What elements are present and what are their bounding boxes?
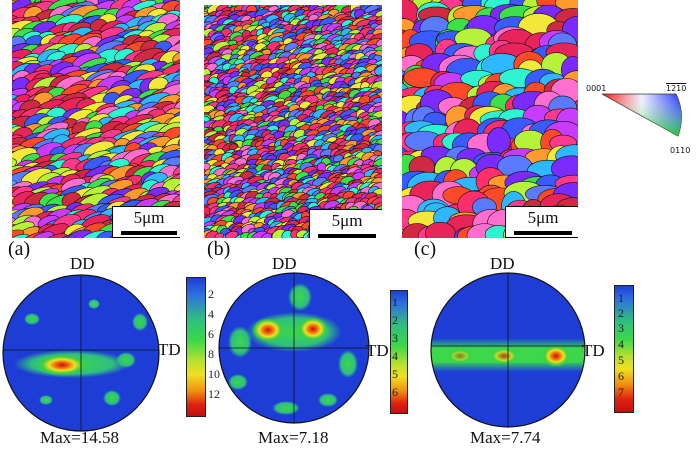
cb-c-tick: 3	[618, 321, 624, 335]
cb-a-tick: 10	[208, 367, 220, 381]
panel-letter-a: (a)	[8, 238, 31, 260]
panel-letter-b: (b)	[207, 238, 231, 260]
scale-label-b: 5μm	[331, 211, 363, 230]
cb-c-tick: 6	[618, 369, 624, 383]
ebsd-map-b: 5μm	[204, 5, 382, 238]
grain	[178, 7, 180, 21]
grain	[224, 230, 239, 238]
grain	[12, 7, 14, 22]
colorbar-a	[186, 277, 206, 417]
pf-a-dd-label: DD	[70, 254, 95, 273]
cb-a-tick: 8	[208, 347, 214, 361]
ipf-label-0001: 0001	[586, 84, 607, 93]
grain	[12, 229, 25, 238]
cb-c-tick: 4	[618, 337, 624, 351]
colorbar-a-ticks: 2 4 6 8 10 12	[208, 284, 228, 414]
cb-b-tick: 1	[392, 295, 398, 309]
pf-c-dd-label: DD	[490, 254, 515, 273]
cb-c-tick: 5	[618, 353, 624, 367]
pf-b-dd-label: DD	[272, 254, 297, 273]
cb-a-tick: 12	[208, 387, 220, 401]
pf-a-td-label: TD	[158, 340, 181, 359]
cb-b-tick: 3	[392, 331, 398, 345]
pf-c-td-label: TD	[582, 341, 605, 360]
cb-c-tick: 7	[618, 385, 624, 399]
ebsd-map-c: 5μm	[402, 0, 578, 238]
scale-label-a: 5μm	[133, 208, 165, 227]
cb-b-tick: 4	[392, 349, 398, 363]
colorbar-c-ticks: 1 2 3 4 5 6 7	[618, 292, 632, 410]
pole-figure-a	[2, 274, 160, 432]
pf-c-max-label: Max=7.74	[470, 428, 541, 447]
cb-b-tick: 2	[392, 313, 398, 327]
cb-c-tick: 2	[618, 306, 624, 320]
cb-a-tick: 6	[208, 327, 214, 341]
grain	[374, 65, 382, 76]
cb-b-tick: 5	[392, 367, 398, 381]
pole-figure-c	[430, 272, 586, 428]
grain	[12, 158, 17, 171]
grain	[172, 50, 180, 64]
pf-b-max-label: Max=7.18	[258, 428, 329, 447]
cb-c-tick: 1	[618, 291, 624, 305]
pf-b-td-label: TD	[366, 341, 389, 360]
scale-label-c: 5μm	[527, 208, 559, 227]
colorbar-b-ticks: 1 2 3 4 5 6	[392, 296, 406, 414]
scale-bar-c: 5μm	[505, 206, 578, 238]
grain	[30, 231, 54, 238]
pole-figure-b	[218, 272, 370, 424]
ebsd-map-a: 5μm	[12, 0, 180, 238]
cb-b-tick: 6	[392, 385, 398, 399]
scale-bar-a: 5μm	[112, 206, 180, 238]
scale-bar-b: 5μm	[309, 209, 382, 238]
ipf-label-0110: 0110	[670, 146, 691, 155]
ipf-label-1210: 1210	[666, 84, 687, 93]
cb-a-tick: 4	[208, 307, 214, 321]
colorbar-b	[390, 290, 408, 414]
grain	[214, 232, 225, 238]
ipf-color-key	[601, 93, 682, 137]
colorbar-c	[614, 285, 634, 413]
panel-letter-c: (c)	[414, 238, 437, 260]
cb-a-tick: 2	[208, 287, 214, 301]
pf-a-max-label: Max=14.58	[40, 428, 119, 447]
